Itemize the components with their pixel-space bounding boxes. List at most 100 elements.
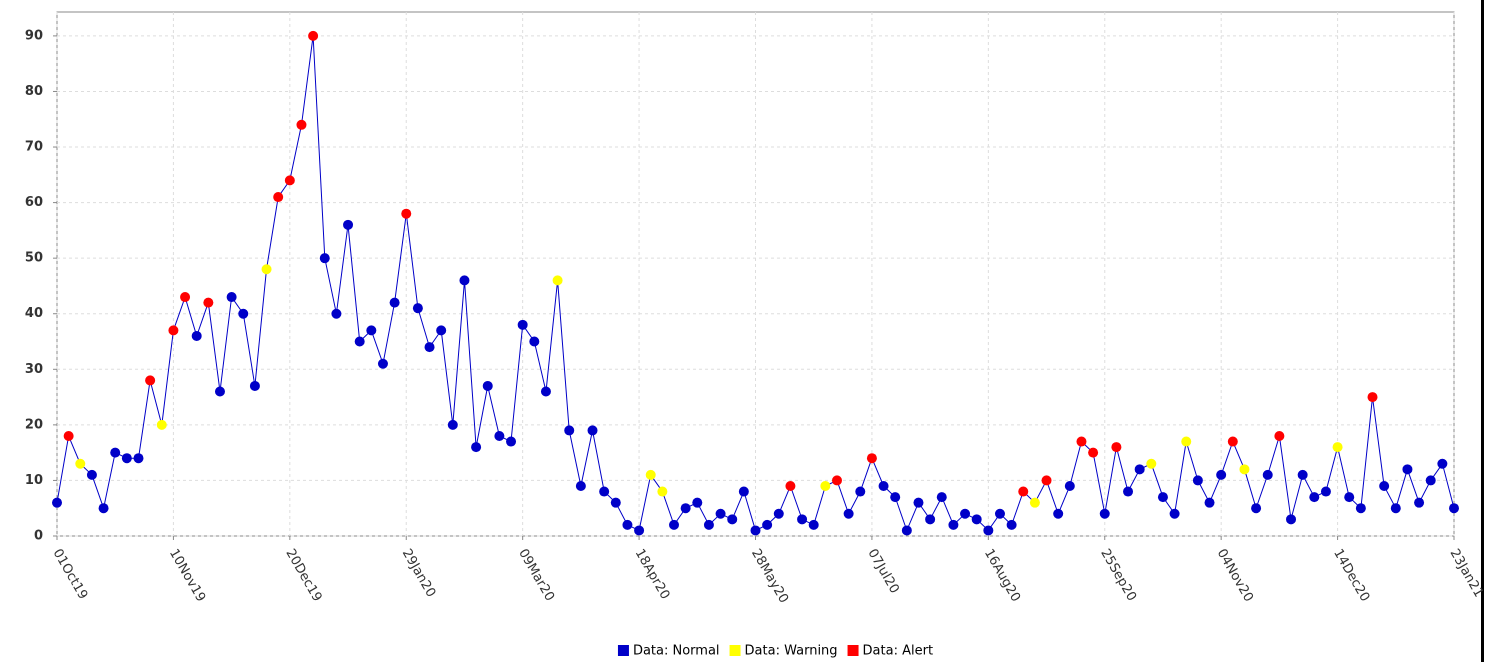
data-point bbox=[866, 453, 877, 464]
legend-swatch bbox=[847, 645, 859, 656]
y-tick-label: 50 bbox=[25, 251, 43, 266]
data-point bbox=[203, 297, 214, 308]
data-point bbox=[936, 492, 947, 503]
data-point bbox=[1344, 492, 1355, 503]
legend-swatch bbox=[729, 645, 741, 656]
data-point bbox=[98, 503, 109, 514]
data-point bbox=[843, 508, 854, 519]
data-point bbox=[645, 469, 656, 480]
data-point bbox=[564, 425, 575, 436]
data-point bbox=[1181, 436, 1192, 447]
y-tick-label: 20 bbox=[25, 417, 43, 432]
data-point bbox=[552, 275, 563, 286]
data-point bbox=[1402, 464, 1413, 475]
data-point bbox=[191, 330, 202, 341]
data-point bbox=[1088, 447, 1099, 458]
data-point bbox=[1134, 464, 1145, 475]
data-point bbox=[308, 30, 319, 41]
data-point bbox=[319, 253, 330, 264]
data-point bbox=[1286, 514, 1297, 525]
data-point bbox=[284, 175, 295, 186]
data-point bbox=[1123, 486, 1134, 497]
data-point bbox=[971, 514, 982, 525]
data-point bbox=[214, 386, 225, 397]
data-point bbox=[634, 525, 645, 536]
data-point bbox=[913, 497, 924, 508]
data-point bbox=[797, 514, 808, 525]
data-point bbox=[785, 480, 796, 491]
data-point bbox=[436, 325, 447, 336]
data-point bbox=[994, 508, 1005, 519]
data-point bbox=[110, 447, 121, 458]
data-point bbox=[133, 453, 144, 464]
data-point bbox=[680, 503, 691, 514]
data-point bbox=[1157, 492, 1168, 503]
data-point bbox=[587, 425, 598, 436]
data-point bbox=[75, 458, 86, 469]
data-point bbox=[354, 336, 365, 347]
y-tick-label: 0 bbox=[34, 529, 43, 544]
data-point bbox=[1251, 503, 1262, 514]
y-tick-label: 10 bbox=[25, 473, 43, 488]
data-point bbox=[1111, 442, 1122, 453]
data-point bbox=[1099, 508, 1110, 519]
data-point bbox=[168, 325, 179, 336]
data-point bbox=[86, 469, 97, 480]
data-point bbox=[1262, 469, 1273, 480]
data-point bbox=[121, 453, 132, 464]
data-point bbox=[1169, 508, 1180, 519]
data-point bbox=[983, 525, 994, 536]
legend-swatch bbox=[617, 645, 629, 656]
data-point bbox=[52, 497, 62, 508]
data-point bbox=[226, 292, 237, 303]
data-point bbox=[820, 480, 831, 491]
data-point bbox=[63, 430, 74, 441]
data-point bbox=[482, 380, 493, 391]
data-point bbox=[540, 386, 551, 397]
data-point bbox=[738, 486, 749, 497]
y-tick-label: 80 bbox=[25, 84, 43, 99]
data-point bbox=[1332, 442, 1343, 453]
data-point bbox=[727, 514, 738, 525]
data-point bbox=[575, 480, 586, 491]
data-point bbox=[296, 119, 307, 130]
data-point bbox=[669, 519, 680, 530]
data-point bbox=[459, 275, 470, 286]
data-point bbox=[377, 358, 388, 369]
window-border bbox=[1481, 0, 1484, 662]
data-point bbox=[703, 519, 714, 530]
data-point bbox=[808, 519, 819, 530]
y-tick-label: 40 bbox=[25, 306, 43, 321]
data-point bbox=[1425, 475, 1436, 486]
y-tick-label: 30 bbox=[25, 362, 43, 377]
data-point bbox=[901, 525, 912, 536]
data-point bbox=[401, 208, 412, 219]
y-tick-label: 60 bbox=[25, 195, 43, 210]
data-point bbox=[389, 297, 400, 308]
data-point bbox=[1320, 486, 1331, 497]
data-point bbox=[831, 475, 842, 486]
data-point bbox=[1414, 497, 1425, 508]
y-tick-label: 90 bbox=[25, 28, 43, 43]
data-point bbox=[599, 486, 610, 497]
data-point bbox=[366, 325, 377, 336]
data-point bbox=[471, 442, 482, 453]
data-point bbox=[412, 303, 423, 314]
data-point bbox=[1274, 430, 1285, 441]
data-point bbox=[1053, 508, 1064, 519]
legend-label: Data: Normal bbox=[633, 644, 720, 659]
data-point bbox=[657, 486, 668, 497]
data-point bbox=[773, 508, 784, 519]
data-point bbox=[1379, 480, 1390, 491]
marks bbox=[52, 30, 1459, 536]
data-point bbox=[1204, 497, 1215, 508]
grid bbox=[56, 12, 1455, 537]
data-point bbox=[762, 519, 773, 530]
data-point bbox=[925, 514, 936, 525]
data-point bbox=[1041, 475, 1052, 486]
data-point bbox=[1367, 392, 1378, 403]
data-point bbox=[494, 430, 505, 441]
data-point bbox=[145, 375, 156, 386]
data-point bbox=[1146, 458, 1157, 469]
data-point bbox=[948, 519, 959, 530]
